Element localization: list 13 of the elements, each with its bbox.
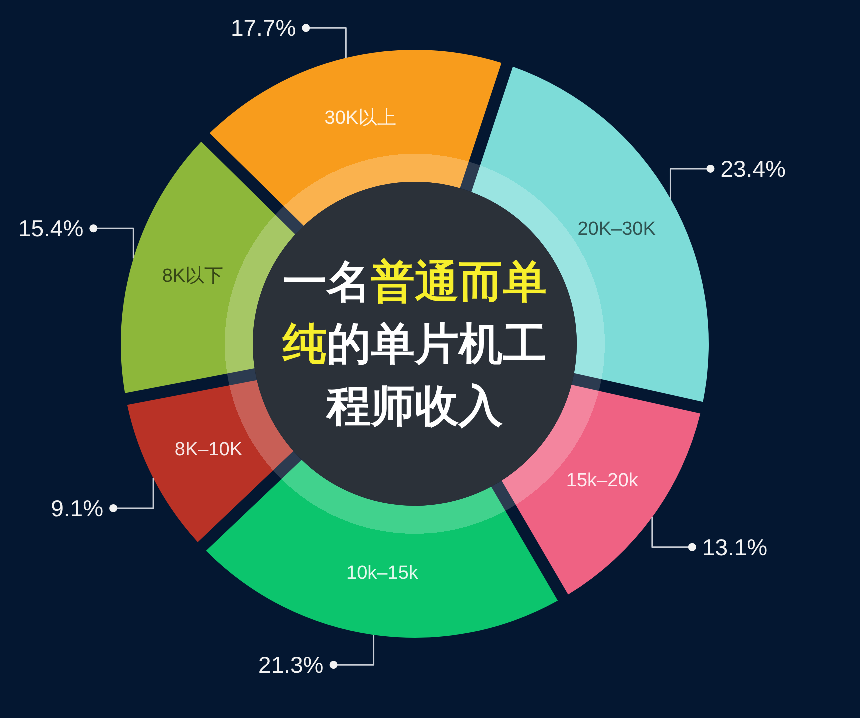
value-label: 15.4% [18, 216, 84, 242]
category-label: 8K–10K [174, 440, 242, 461]
category-label: 15k–20k [566, 470, 638, 492]
title: 一名普通而单纯的单片机工程师收入 [283, 258, 547, 430]
category-label: 30K以上 [324, 108, 397, 129]
category-label: 10k–15k [346, 563, 418, 584]
value-label: 9.1% [51, 495, 104, 522]
category-label: 8K以下 [162, 266, 224, 288]
value-label: 21.3% [258, 652, 324, 678]
value-label: 17.7% [230, 15, 296, 42]
category-label: 20K–30K [578, 219, 656, 240]
value-label: 23.4% [720, 156, 786, 182]
value-label: 13.1% [702, 534, 768, 560]
